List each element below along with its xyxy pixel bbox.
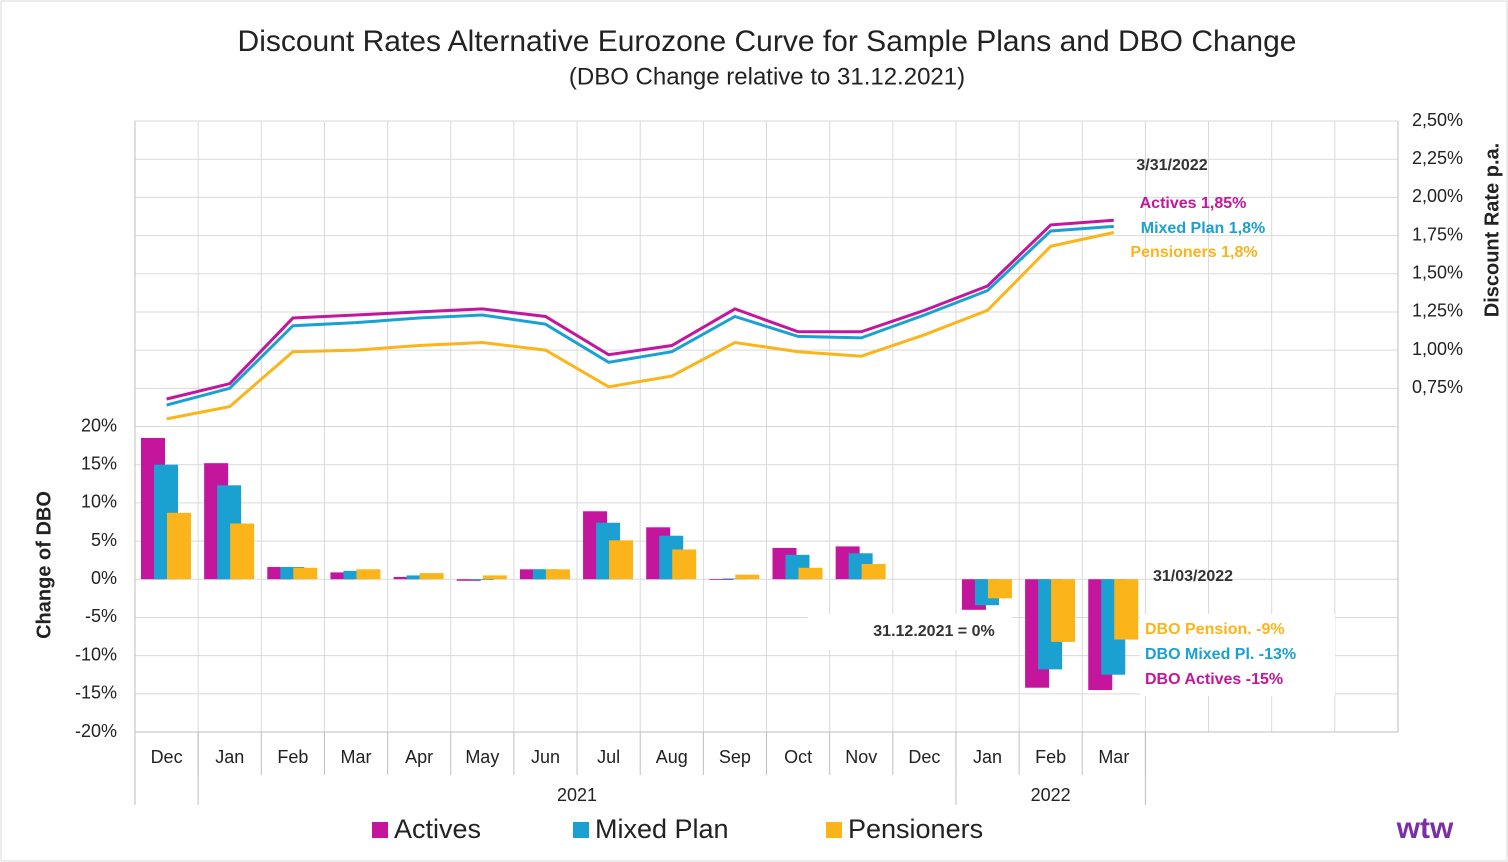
bar: [1051, 579, 1076, 642]
legend-swatch: [573, 822, 589, 838]
bar: [861, 563, 886, 580]
x-tick-label: Jul: [597, 747, 620, 767]
rate-line: [166, 231, 1115, 421]
bar: [735, 574, 760, 580]
legend-label: Mixed Plan: [595, 814, 729, 844]
x-tick-label: Aug: [656, 747, 688, 767]
bar: [356, 569, 381, 580]
bar: [419, 573, 444, 580]
y-tick-label: -5%: [85, 606, 117, 626]
legend-label: Actives: [394, 814, 481, 844]
bar: [545, 569, 570, 580]
x-tick-label: Jun: [531, 747, 560, 767]
legend-label: Pensioners: [848, 814, 983, 844]
x-group-label: 2021: [557, 785, 597, 805]
bar: [609, 540, 634, 580]
legend-swatch: [826, 822, 842, 838]
bar: [798, 567, 823, 580]
y-tick-label: -15%: [75, 683, 117, 703]
bar: [709, 579, 734, 581]
bar: [167, 512, 191, 580]
bar: [343, 570, 368, 580]
bar: [519, 569, 544, 580]
y-tick-label: 20%: [81, 415, 117, 435]
rate-line: [166, 224, 1114, 407]
bar: [1114, 579, 1139, 640]
y2-tick-label: 1,00%: [1412, 339, 1463, 359]
annotation-box: [808, 614, 1012, 650]
rate-annotation: Pensioners 1,8%: [1130, 244, 1257, 261]
y-tick-label: 15%: [81, 453, 117, 473]
annotation: 3/31/2022: [1136, 157, 1207, 174]
x-tick-label: Mar: [1098, 747, 1129, 767]
bar: [987, 579, 1012, 599]
y2-axis-title: Discount Rate p.a.: [1481, 143, 1503, 317]
dbo-annotation: DBO Mixed Pl. -13%: [1145, 646, 1296, 663]
y-tick-label: -20%: [75, 721, 117, 741]
annotation: 31.12.2021 = 0%: [873, 623, 994, 640]
bar: [456, 579, 481, 581]
x-tick-label: Feb: [1035, 747, 1066, 767]
rate-annotation: Mixed Plan 1,8%: [1141, 220, 1266, 237]
x-tick-label: Feb: [277, 747, 308, 767]
x-tick-label: Oct: [784, 747, 812, 767]
x-tick-label: Mar: [341, 747, 372, 767]
dbo-annotation: DBO Pension. -9%: [1145, 621, 1285, 638]
x-tick-label: Dec: [908, 747, 940, 767]
x-tick-label: Sep: [719, 747, 751, 767]
y-tick-label: 5%: [91, 530, 117, 550]
legend-swatch: [372, 822, 388, 838]
y-tick-label: -10%: [75, 644, 117, 664]
y-tick-label: 0%: [91, 568, 117, 588]
y2-tick-label: 1,50%: [1412, 263, 1463, 283]
x-tick-label: Jan: [973, 747, 1002, 767]
y2-tick-label: 1,75%: [1412, 224, 1463, 244]
x-group-label: 2022: [1031, 785, 1071, 805]
bar: [393, 576, 418, 580]
rate-line: [166, 218, 1114, 401]
dbo-annotation: DBO Actives -15%: [1145, 671, 1283, 688]
bar: [672, 549, 697, 580]
bar: [482, 575, 507, 580]
chart-subtitle: (DBO Change relative to 31.12.2021): [569, 63, 965, 90]
x-tick-label: May: [465, 747, 499, 767]
logo: wtw: [1396, 812, 1454, 845]
bar: [406, 575, 431, 580]
bar: [293, 567, 318, 580]
x-tick-label: Jan: [215, 747, 244, 767]
bar: [230, 523, 255, 580]
y2-tick-label: 2,50%: [1412, 110, 1463, 130]
y2-tick-label: 2,25%: [1412, 148, 1463, 168]
y2-tick-label: 1,25%: [1412, 301, 1463, 321]
annotation-box: [1140, 614, 1335, 696]
y-tick-label: 10%: [81, 492, 117, 512]
annotation: 31/03/2022: [1153, 568, 1233, 585]
bar: [532, 569, 557, 580]
y2-tick-label: 2,00%: [1412, 186, 1463, 206]
y2-tick-label: 0,75%: [1412, 377, 1463, 397]
rate-annotation: Actives 1,85%: [1140, 195, 1247, 212]
chart-title: Discount Rates Alternative Eurozone Curv…: [238, 25, 1297, 58]
y-axis-title: Change of DBO: [33, 491, 55, 639]
x-tick-label: Dec: [151, 747, 183, 767]
bar: [722, 578, 747, 580]
x-tick-label: Nov: [845, 747, 877, 767]
bar: [469, 579, 494, 581]
bar: [330, 572, 355, 580]
x-tick-label: Apr: [405, 747, 433, 767]
